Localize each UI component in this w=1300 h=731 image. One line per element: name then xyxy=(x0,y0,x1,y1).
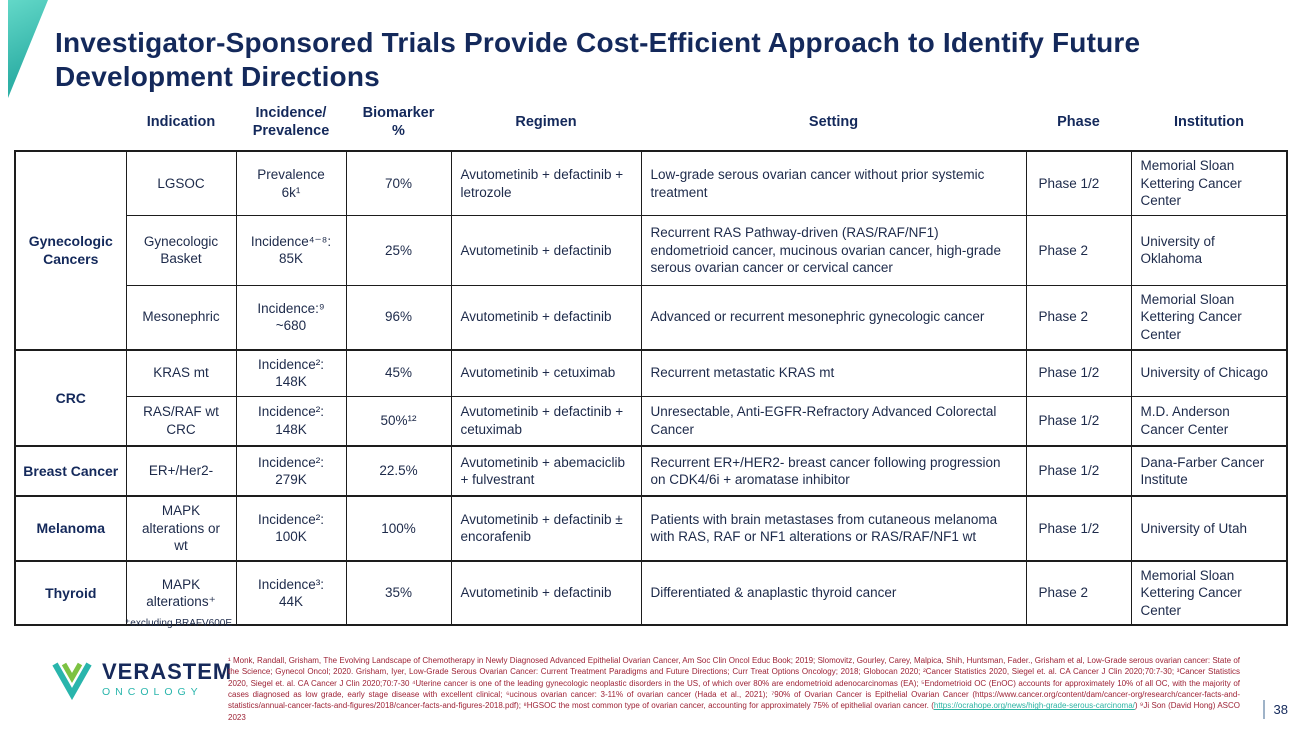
indication-cell: MAPK alterations⁺ xyxy=(125,559,237,626)
table-row: Breast Cancer ER+/Her2- Incidence²: 279K… xyxy=(14,445,1288,497)
header-phase: Phase xyxy=(1026,100,1131,152)
phase-cell: Phase 2 xyxy=(1025,559,1132,626)
phase-cell: Phase 2 xyxy=(1025,214,1132,286)
institution-cell: Memorial Sloan Kettering Cancer Center xyxy=(1130,150,1288,216)
phase-cell: Phase 1/2 xyxy=(1025,395,1132,447)
setting-cell: Recurrent metastatic KRAS mt xyxy=(640,348,1027,397)
incidence-cell: Incidence:⁹ ~680 xyxy=(235,284,347,351)
phase-cell: Phase 1/2 xyxy=(1025,445,1132,497)
institution-cell: Dana-Farber Cancer Institute xyxy=(1130,445,1288,497)
biomarker-cell: 96% xyxy=(345,284,452,351)
setting-cell: Advanced or recurrent mesonephric gyneco… xyxy=(640,284,1027,351)
regimen-cell: Avutometinib + defactinib xyxy=(450,214,642,286)
table-row: CRC KRAS mt Incidence²: 148K 45% Avutome… xyxy=(14,348,1288,447)
references-text-end: ) ⁹Ji Son (David Hong) ASCO 2023 xyxy=(228,701,1240,722)
regimen-cell: Avutometinib + defactinib xyxy=(450,559,642,626)
references-text: ¹ Monk, Randall, Grisham, The Evolving L… xyxy=(228,656,1240,711)
group-label-gynecologic: Gynecologic Cancers xyxy=(14,150,127,351)
biomarker-cell: 22.5% xyxy=(345,445,452,497)
ocrahope-link[interactable]: https://ocrahope.org/news/high-grade-ser… xyxy=(933,701,1135,711)
regimen-cell: Avutometinib + defactinib + cetuximab xyxy=(450,395,642,447)
regimen-cell: Avutometinib + abemaciclib + fulvestrant xyxy=(450,445,642,497)
incidence-cell: Incidence²: 279K xyxy=(235,445,347,497)
biomarker-cell: 100% xyxy=(345,495,452,562)
biomarker-cell: 45% xyxy=(345,348,452,397)
header-institution: Institution xyxy=(1131,100,1287,152)
logo-brand-text: VERASTEM xyxy=(102,659,233,684)
setting-cell: Recurrent RAS Pathway-driven (RAS/RAF/NF… xyxy=(640,214,1027,286)
group-label-thyroid: Thyroid xyxy=(14,559,127,626)
brafv600e-footnote: ⁺excluding BRAFV600E xyxy=(125,618,233,629)
indication-cell: LGSOC xyxy=(125,150,237,216)
biomarker-cell: 50%¹² xyxy=(345,395,452,447)
indication-cell: MAPK alterations or wt xyxy=(125,495,237,562)
group-label-crc: CRC xyxy=(14,348,127,447)
trials-table: Indication Incidence/ Prevalence Biomark… xyxy=(14,100,1288,626)
indication-cell: RAS/RAF wt CRC xyxy=(125,395,237,447)
setting-cell: Recurrent ER+/HER2- breast cancer follow… xyxy=(640,445,1027,497)
table-row: Gynecologic Cancers LGSOC Prevalence 6k¹… xyxy=(14,150,1288,351)
institution-cell: University of Utah xyxy=(1130,495,1288,562)
biomarker-cell: 70% xyxy=(345,150,452,216)
phase-cell: Phase 1/2 xyxy=(1025,150,1132,216)
header-biomarker: Biomarker % xyxy=(346,100,451,152)
indication-cell: Mesonephric xyxy=(125,284,237,351)
phase-cell: Phase 1/2 xyxy=(1025,348,1132,397)
indication-cell: ER+/Her2- xyxy=(125,445,237,497)
header-setting: Setting xyxy=(641,100,1026,152)
institution-cell: Memorial Sloan Kettering Cancer Center xyxy=(1130,559,1288,626)
logo-sub-text: ONCOLOGY xyxy=(102,686,203,699)
institution-cell: University of Chicago xyxy=(1130,348,1288,397)
verastem-v-icon xyxy=(52,662,92,700)
header-incidence: Incidence/ Prevalence xyxy=(236,100,346,152)
group-label-breast: Breast Cancer xyxy=(14,445,127,497)
phase-cell: Phase 2 xyxy=(1025,284,1132,351)
indication-cell: Gynecologic Basket xyxy=(125,214,237,286)
incidence-cell: Incidence⁴⁻⁸: 85K xyxy=(235,214,347,286)
institution-cell: M.D. Anderson Cancer Center xyxy=(1130,395,1288,447)
header-indication: Indication xyxy=(126,100,236,152)
incidence-cell: Incidence²: 148K xyxy=(235,348,347,397)
header-group-spacer xyxy=(15,100,126,152)
incidence-cell: Incidence³: 44K xyxy=(235,559,347,626)
biomarker-cell: 35% xyxy=(345,559,452,626)
incidence-cell: Prevalence 6k¹ xyxy=(235,150,347,216)
references-footnote: ¹ Monk, Randall, Grisham, The Evolving L… xyxy=(228,655,1240,723)
setting-cell: Low-grade serous ovarian cancer without … xyxy=(640,150,1027,216)
indication-cell: KRAS mt xyxy=(125,348,237,397)
table-row: Melanoma MAPK alterations or wt Incidenc… xyxy=(14,495,1288,562)
slide-title: Investigator-Sponsored Trials Provide Co… xyxy=(55,26,1141,92)
header-regimen: Regimen xyxy=(451,100,641,152)
regimen-cell: Avutometinib + defactinib + letrozole xyxy=(450,150,642,216)
regimen-cell: Avutometinib + cetuximab xyxy=(450,348,642,397)
setting-cell: Unresectable, Anti-EGFR-Refractory Advan… xyxy=(640,395,1027,447)
biomarker-cell: 25% xyxy=(345,214,452,286)
table-row: RAS/RAF wt CRC Incidence²: 148K 50%¹² Av… xyxy=(15,395,1288,447)
phase-cell: Phase 1/2 xyxy=(1025,495,1132,562)
table-row: Mesonephric Incidence:⁹ ~680 96% Avutome… xyxy=(15,284,1288,351)
corner-accent-ribbon xyxy=(8,0,48,98)
incidence-cell: Incidence²: 100K xyxy=(235,495,347,562)
table-header-row: Indication Incidence/ Prevalence Biomark… xyxy=(15,100,1287,152)
regimen-cell: Avutometinib + defactinib xyxy=(450,284,642,351)
group-label-melanoma: Melanoma xyxy=(14,495,127,562)
table-row: Gynecologic Basket Incidence⁴⁻⁸: 85K 25%… xyxy=(15,214,1288,286)
verastem-logo: VERASTEM ONCOLOGY xyxy=(50,659,233,700)
table-row: Thyroid MAPK alterations⁺ Incidence³: 44… xyxy=(14,559,1288,626)
regimen-cell: Avutometinib + defactinib ± encorafenib xyxy=(450,495,642,562)
institution-cell: University of Oklahoma xyxy=(1130,214,1288,286)
setting-cell: Patients with brain metastases from cuta… xyxy=(640,495,1027,562)
page-number: 38 xyxy=(1262,700,1294,719)
incidence-cell: Incidence²: 148K xyxy=(235,395,347,447)
institution-cell: Memorial Sloan Kettering Cancer Center xyxy=(1130,284,1288,351)
setting-cell: Differentiated & anaplastic thyroid canc… xyxy=(640,559,1027,626)
